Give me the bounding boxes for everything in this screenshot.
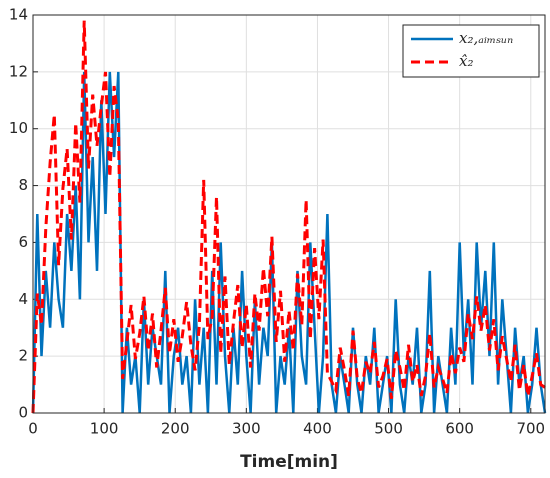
y-tick-label: 12 xyxy=(9,62,28,80)
x-tick-label: 500 xyxy=(374,420,403,438)
x-tick-label: 300 xyxy=(232,420,261,438)
series-line xyxy=(31,20,546,414)
x-tick-label: 200 xyxy=(161,420,190,438)
legend-label: x̂₂ xyxy=(459,52,473,70)
legend: x₂,ₐᵢₘₛᵤₙ x̂₂ xyxy=(402,24,540,78)
x-tick-label: 100 xyxy=(90,420,119,438)
y-tick-label: 6 xyxy=(18,233,28,251)
y-tick-label: 8 xyxy=(18,176,28,194)
x-tick-label: 700 xyxy=(516,420,545,438)
y-tick-label: 10 xyxy=(9,119,28,137)
series-line xyxy=(31,71,547,414)
legend-label: x₂,ₐᵢₘₛᵤₙ xyxy=(459,29,513,47)
plot-frame xyxy=(32,14,546,414)
x-axis-label: Time[min] xyxy=(240,452,338,472)
legend-box xyxy=(402,24,540,78)
y-tick-label: 14 xyxy=(9,6,28,24)
x-tick-label: 400 xyxy=(303,420,332,438)
y-tick-label: 2 xyxy=(18,347,28,365)
y-tick-label: 4 xyxy=(18,290,28,308)
x-tick-label: 0 xyxy=(28,420,38,438)
x-tick-label: 600 xyxy=(445,420,474,438)
y-tick-label: 0 xyxy=(18,404,28,422)
